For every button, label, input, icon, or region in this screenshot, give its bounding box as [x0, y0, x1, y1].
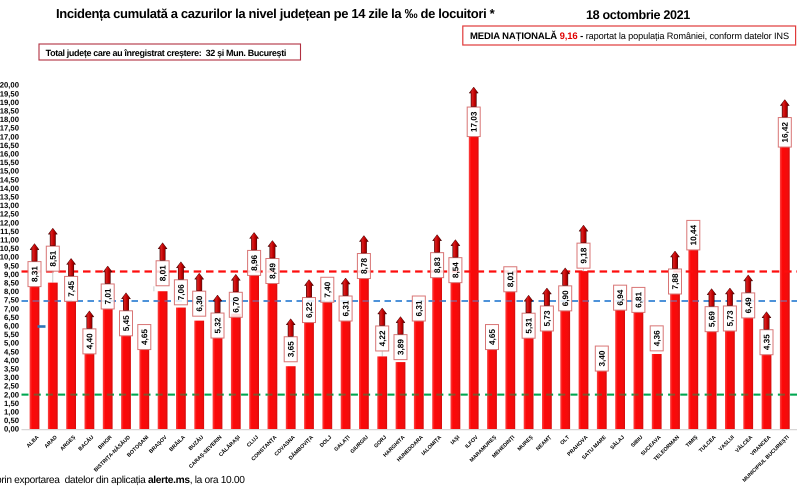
svg-text:4,00: 4,00: [4, 356, 19, 365]
svg-text:3,00: 3,00: [4, 373, 19, 382]
svg-text:9,50: 9,50: [4, 261, 19, 270]
svg-text:13,00: 13,00: [0, 201, 19, 210]
svg-text:16,50: 16,50: [0, 141, 19, 150]
svg-text:11,50: 11,50: [0, 227, 19, 236]
svg-text:18 octombrie 2021: 18 octombrie 2021: [586, 8, 690, 22]
svg-text:16,00: 16,00: [0, 150, 19, 159]
svg-text:10,00: 10,00: [0, 253, 19, 262]
svg-text:4,50: 4,50: [4, 347, 19, 356]
svg-text:17,00: 17,00: [0, 132, 19, 141]
svg-text:2,50: 2,50: [4, 382, 19, 391]
svg-text:8,50: 8,50: [4, 279, 19, 288]
svg-text:8,00: 8,00: [4, 287, 19, 296]
svg-text:0,50: 0,50: [4, 416, 19, 425]
svg-text:7,00: 7,00: [4, 304, 19, 313]
svg-text:14,50: 14,50: [0, 175, 19, 184]
svg-text:Total județe care au înregistr: Total județe care au înregistrat creșter…: [46, 48, 286, 59]
svg-text:18,00: 18,00: [0, 115, 19, 124]
svg-text:6,00: 6,00: [4, 322, 19, 331]
svg-text:7,50: 7,50: [4, 296, 19, 305]
svg-text:13,50: 13,50: [0, 193, 19, 202]
svg-text:2,00: 2,00: [4, 390, 19, 399]
svg-text:1,50: 1,50: [4, 399, 19, 408]
svg-text:12,50: 12,50: [0, 210, 19, 219]
svg-text:18,50: 18,50: [0, 107, 19, 116]
svg-text:0,00: 0,00: [4, 425, 19, 434]
svg-text:3,50: 3,50: [4, 365, 19, 374]
svg-text:1,00: 1,00: [4, 408, 19, 417]
svg-text:5,50: 5,50: [4, 330, 19, 339]
svg-text:10,50: 10,50: [0, 244, 19, 253]
svg-text:12,00: 12,00: [0, 218, 19, 227]
svg-text:15,50: 15,50: [0, 158, 19, 167]
svg-text:Incidența cumulată a cazurilor: Incidența cumulată a cazurilor la nivel …: [56, 6, 496, 22]
svg-text:14,00: 14,00: [0, 184, 19, 193]
svg-text:11,00: 11,00: [0, 236, 19, 245]
svg-text:17,50: 17,50: [0, 124, 19, 133]
svg-text:prin exportarea datelor din a: prin exportarea datelor din aplicația al…: [0, 475, 245, 486]
svg-text:9,00: 9,00: [4, 270, 19, 279]
svg-text:15,00: 15,00: [0, 167, 19, 176]
svg-text:20,00: 20,00: [0, 81, 19, 90]
svg-text:19,00: 19,00: [0, 98, 19, 107]
svg-text:5,00: 5,00: [4, 339, 19, 348]
svg-text:MEDIA NAȚIONALĂ 9,16 - raport: MEDIA NAȚIONALĂ 9,16 - raportat la popul…: [470, 30, 789, 42]
svg-text:6,50: 6,50: [4, 313, 19, 322]
svg-text:19,50: 19,50: [0, 89, 19, 98]
